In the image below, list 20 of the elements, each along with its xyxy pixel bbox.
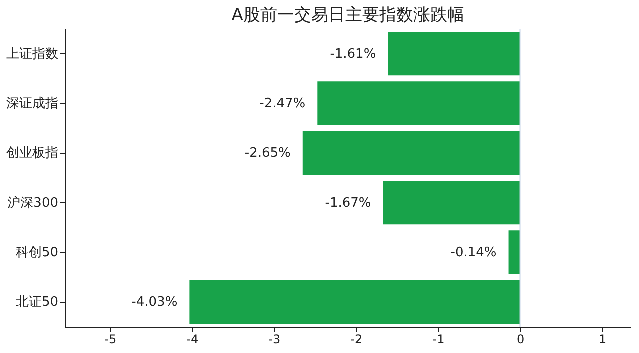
y-tick-label: 创业板指 — [6, 146, 58, 162]
x-tick-label: 0 — [516, 332, 525, 346]
x-tick-label: -2 — [350, 332, 363, 346]
x-tick-label: 1 — [598, 332, 607, 346]
x-tick-label: -3 — [268, 332, 281, 346]
data-label: -1.61% — [330, 46, 376, 62]
x-tick-label: -1 — [432, 332, 445, 346]
x-tick-label: -5 — [104, 332, 117, 346]
y-tick-label: 深证成指 — [6, 96, 58, 112]
data-label: -2.65% — [244, 146, 291, 162]
data-label: -0.14% — [450, 246, 497, 260]
y-tick-label: 北证50 — [16, 295, 58, 310]
data-label: -1.67% — [325, 196, 372, 211]
x-tick-label: -4 — [186, 332, 199, 346]
data-label: -4.03% — [132, 295, 178, 310]
chart-title: A股前一交易日主要指数涨跌幅 — [232, 6, 464, 26]
y-tick-label: 沪深300 — [8, 194, 58, 211]
y-tick-label: 科创50 — [16, 246, 58, 260]
data-label: -2.47% — [260, 96, 306, 112]
y-tick-label: 上证指数 — [6, 46, 58, 62]
